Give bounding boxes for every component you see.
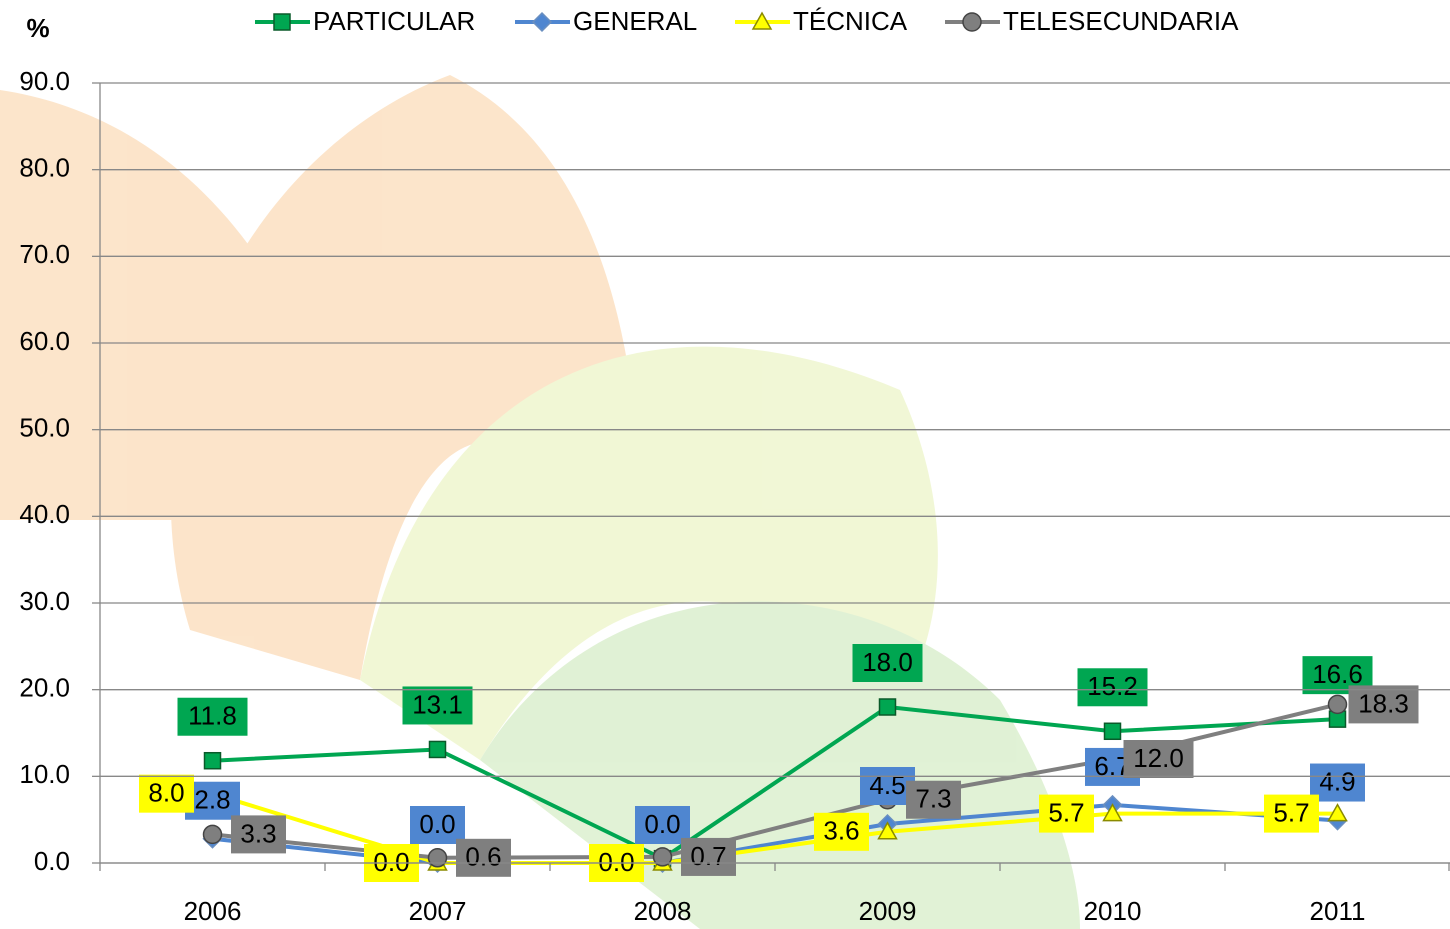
data-label: 5.7 <box>1039 795 1094 833</box>
data-label: 18.0 <box>853 644 923 682</box>
data-label-text: 0.0 <box>644 809 680 839</box>
data-label-text: 5.7 <box>1273 797 1309 827</box>
data-label-text: 18.0 <box>862 647 913 677</box>
marker <box>274 14 290 30</box>
data-label: 0.6 <box>456 839 511 877</box>
legend-label: PARTICULAR <box>313 6 475 36</box>
y-tick-label: 90.0 <box>19 66 70 96</box>
marker <box>1105 723 1121 739</box>
data-label: 8.0 <box>139 775 194 813</box>
marker <box>1329 695 1347 713</box>
data-label-text: 4.9 <box>1319 766 1355 796</box>
data-label: 13.1 <box>403 686 473 724</box>
data-label-text: 8.0 <box>148 778 184 808</box>
data-label-text: 5.7 <box>1048 797 1084 827</box>
x-tick-label: 2009 <box>859 896 917 926</box>
marker <box>429 849 447 867</box>
chart: % 11.813.118.015.216.62.80.00.04.56.74.9… <box>0 0 1450 929</box>
y-axis-label: % <box>26 13 49 43</box>
y-tick-label: 10.0 <box>19 759 70 789</box>
data-label-text: 11.8 <box>188 701 237 731</box>
y-tick-label: 30.0 <box>19 586 70 616</box>
marker <box>880 699 896 715</box>
data-label: 7.3 <box>906 781 961 819</box>
data-label: 0.7 <box>681 838 736 876</box>
data-label-text: 2.8 <box>194 785 230 815</box>
data-label-text: 0.6 <box>465 842 501 872</box>
data-label: 3.6 <box>814 813 869 851</box>
x-tick-label: 2006 <box>184 896 242 926</box>
data-label: 5.7 <box>1264 795 1319 833</box>
data-label: 15.2 <box>1078 668 1148 706</box>
y-tick-label: 80.0 <box>19 153 70 183</box>
data-label: 18.3 <box>1349 685 1419 723</box>
data-label-text: 0.0 <box>419 809 455 839</box>
data-label-text: 3.6 <box>823 816 859 846</box>
marker <box>205 753 221 769</box>
y-tick-label: 20.0 <box>19 673 70 703</box>
data-label: 11.8 <box>178 698 248 736</box>
marker <box>963 13 981 31</box>
data-label-text: 4.5 <box>869 770 905 800</box>
y-tick-label: 60.0 <box>19 326 70 356</box>
data-label-text: 13.1 <box>412 689 463 719</box>
x-tick-label: 2007 <box>409 896 467 926</box>
data-label-text: 12.0 <box>1133 743 1184 773</box>
x-tick-label: 2008 <box>634 896 692 926</box>
legend-label: TELESECUNDARIA <box>1003 6 1239 36</box>
y-tick-label: 50.0 <box>19 413 70 443</box>
data-label-text: 0.0 <box>373 847 409 877</box>
x-tick-label: 2010 <box>1084 896 1142 926</box>
marker <box>430 741 446 757</box>
data-label: 3.3 <box>231 815 286 853</box>
data-label-text: 3.3 <box>240 818 276 848</box>
data-label-text: 0.0 <box>598 847 634 877</box>
data-label: 12.0 <box>1124 740 1194 778</box>
data-label: 0.0 <box>410 806 465 844</box>
y-tick-label: 70.0 <box>19 239 70 269</box>
legend-label: GENERAL <box>573 6 697 36</box>
data-label-text: 7.3 <box>915 784 951 814</box>
y-tick-label: 0.0 <box>34 846 70 876</box>
y-tick-label: 40.0 <box>19 499 70 529</box>
data-label-text: 16.6 <box>1312 659 1363 689</box>
legend-label: TÉCNICA <box>793 6 908 36</box>
data-label-text: 0.7 <box>690 841 726 871</box>
data-label-text: 18.3 <box>1358 688 1409 718</box>
legend: PARTICULAR GENERAL TÉCNICA TELESECUNDARIA <box>255 6 1239 36</box>
marker <box>533 13 551 31</box>
data-label-text: 15.2 <box>1087 671 1138 701</box>
marker <box>204 825 222 843</box>
x-tick-label: 2011 <box>1310 896 1366 926</box>
